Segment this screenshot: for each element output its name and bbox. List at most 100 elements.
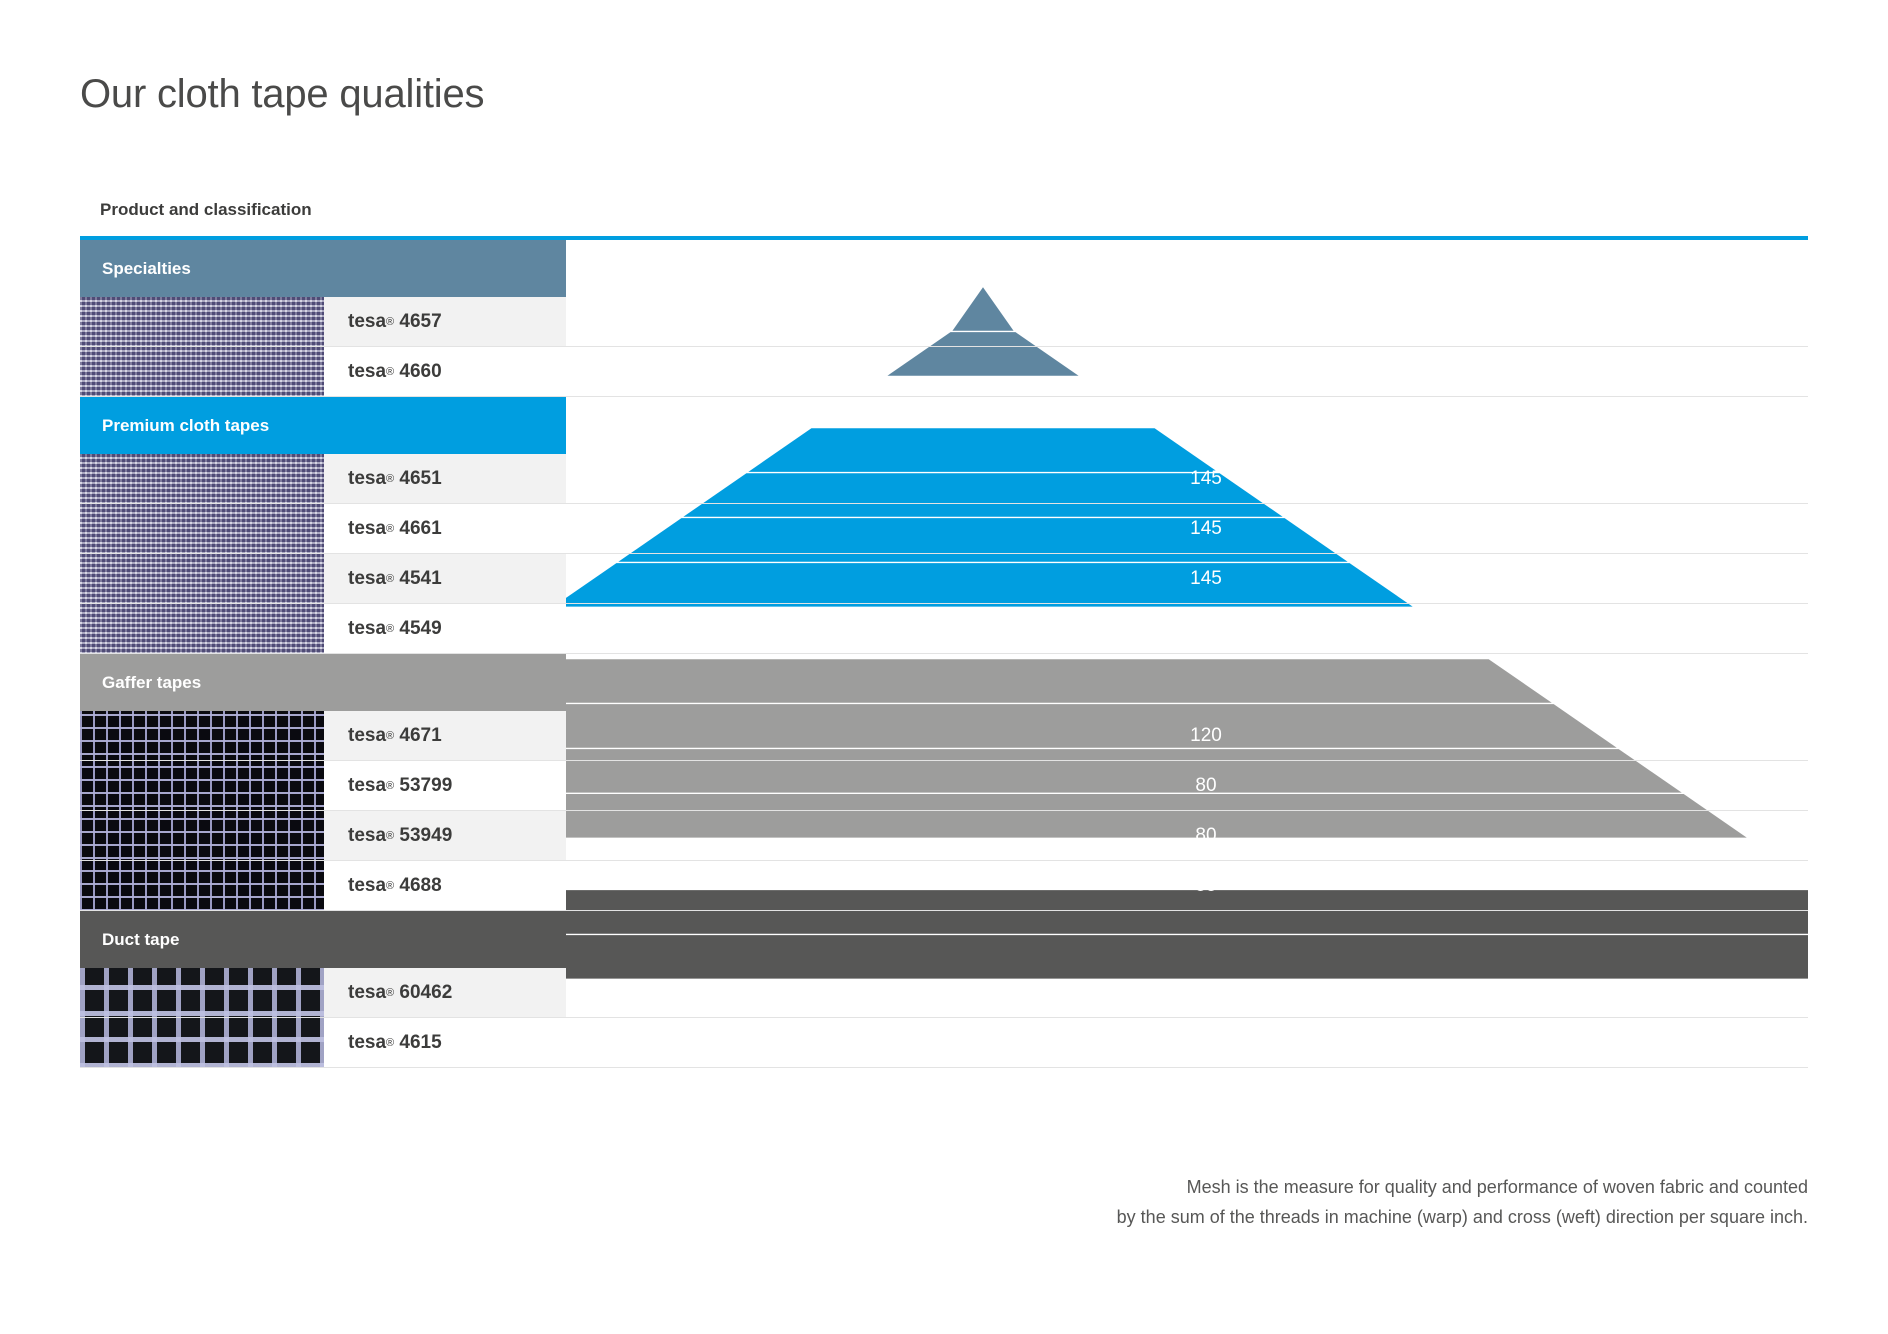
product-name-cell: tesa ® 4651	[324, 454, 566, 504]
swatch-cell-spacer	[80, 811, 324, 861]
table-row[interactable]: tesa ® 53799 80	[80, 761, 1808, 811]
mesh-bar-cell: 27	[566, 968, 1808, 1018]
fabric-texture-image	[80, 711, 324, 911]
table-row[interactable]: tesa ® 4671 120	[80, 711, 1808, 911]
mesh-value-label: 55	[1195, 875, 1217, 896]
section-header-row: Premium cloth tapes	[80, 397, 1808, 454]
product-brand: tesa	[348, 725, 387, 746]
product-brand: tesa	[348, 1032, 387, 1053]
product-code: 4660	[399, 361, 442, 382]
swatch-cell-spacer	[80, 604, 324, 654]
table-row[interactable]: tesa ® 53949 80	[80, 811, 1808, 861]
product-code: 60462	[399, 982, 453, 1003]
registered-trademark-icon: ®	[386, 573, 395, 585]
section-caption: Product and classification	[100, 200, 312, 219]
mesh-value-label: 145	[1190, 618, 1222, 639]
section-header-row: Specialties	[80, 240, 1808, 297]
table-row[interactable]: tesa ® 4651 145	[80, 454, 1808, 654]
product-classification-table: Specialties tesa ® 4657 145 tesa ® 4660 145 Pre…	[80, 236, 1808, 1068]
mesh-value-label: 120	[1190, 725, 1222, 746]
section-label-3: Duct tape	[80, 911, 566, 968]
swatch-cell-spacer	[80, 554, 324, 604]
registered-trademark-icon: ®	[386, 987, 395, 999]
mesh-bar-cell: 145	[566, 347, 1808, 397]
section-label-text: Specialties	[102, 258, 191, 278]
mesh-value-label: 145	[1190, 568, 1222, 589]
product-name-cell: tesa ® 4657	[324, 297, 566, 347]
registered-trademark-icon: ®	[386, 473, 395, 485]
product-name-cell: tesa ® 4661	[324, 504, 566, 554]
section-header-chart-gap	[566, 240, 1808, 297]
table-row[interactable]: tesa ® 4660 145	[80, 347, 1808, 397]
fabric-texture-image	[80, 454, 324, 654]
swatch-cell-spacer	[80, 347, 324, 397]
product-code: 53799	[399, 775, 453, 796]
fabric-texture-image	[80, 297, 324, 397]
section-header-row: Duct tape	[80, 911, 1808, 968]
section-label-text: Premium cloth tapes	[102, 415, 270, 435]
product-name-cell: tesa ® 4688	[324, 861, 566, 911]
section-label-2: Gaffer tapes	[80, 654, 566, 711]
table-row[interactable]: tesa ® 4541 145	[80, 554, 1808, 604]
section-label-text: Duct tape	[102, 929, 180, 949]
table-row[interactable]: tesa ® 60462 27	[80, 968, 1808, 1068]
mesh-value-label: 27	[1195, 1032, 1217, 1053]
mesh-bar-cell: 145	[566, 604, 1808, 654]
page-title: Our cloth tape qualities	[80, 72, 485, 116]
section-header-row: Gaffer tapes	[80, 654, 1808, 711]
mesh-bar-cell: 145	[566, 554, 1808, 604]
table-row[interactable]: tesa ® 4549 145	[80, 604, 1808, 654]
mesh-bar-cell: 80	[566, 761, 1808, 811]
registered-trademark-icon: ®	[386, 623, 395, 635]
swatch-cell-spacer	[80, 1018, 324, 1068]
registered-trademark-icon: ®	[386, 523, 395, 535]
footnote: Mesh is the measure for quality and perf…	[1008, 1172, 1808, 1232]
registered-trademark-icon: ®	[386, 830, 395, 842]
product-brand: tesa	[348, 618, 387, 639]
table-row[interactable]: tesa ® 4688 55	[80, 861, 1808, 911]
product-code: 4688	[399, 875, 442, 896]
mesh-value-label: 145	[1190, 311, 1222, 332]
registered-trademark-icon: ®	[386, 780, 395, 792]
swatch-cell	[80, 968, 324, 1068]
table-body: Specialties tesa ® 4657 145 tesa ® 4660 145 Pre…	[80, 240, 1808, 1068]
product-name-cell: tesa ® 60462	[324, 968, 566, 1018]
mesh-bar-cell: 55	[566, 861, 1808, 911]
section-header-chart-gap	[566, 654, 1808, 711]
product-code: 4615	[399, 1032, 442, 1053]
product-name-cell: tesa ® 4549	[324, 604, 566, 654]
table-row[interactable]: tesa ® 4661 145	[80, 504, 1808, 554]
footnote-line-2: by the sum of the threads in machine (wa…	[1116, 1207, 1808, 1227]
swatch-cell	[80, 297, 324, 397]
swatch-cell-spacer	[80, 761, 324, 811]
swatch-cell-spacer	[80, 861, 324, 911]
mesh-bar-cell: 145	[566, 504, 1808, 554]
product-code: 53949	[399, 825, 453, 846]
product-brand: tesa	[348, 361, 387, 382]
registered-trademark-icon: ®	[386, 366, 395, 378]
mesh-value-label: 80	[1195, 825, 1217, 846]
registered-trademark-icon: ®	[386, 730, 395, 742]
fabric-texture-image	[80, 968, 324, 1068]
mesh-bar-cell: 80	[566, 811, 1808, 861]
mesh-bar-cell: 145	[566, 454, 1808, 504]
mesh-value-label: 145	[1190, 468, 1222, 489]
product-brand: tesa	[348, 311, 387, 332]
product-brand: tesa	[348, 775, 387, 796]
table-row[interactable]: tesa ® 4615 27	[80, 1018, 1808, 1068]
product-code: 4657	[399, 311, 442, 332]
registered-trademark-icon: ®	[386, 1037, 395, 1049]
product-code: 4549	[399, 618, 442, 639]
mesh-bar-cell: 27	[566, 1018, 1808, 1068]
swatch-cell-spacer	[80, 504, 324, 554]
product-name-cell: tesa ® 4541	[324, 554, 566, 604]
product-code: 4661	[399, 518, 442, 539]
swatch-cell	[80, 454, 324, 654]
mesh-value-label: 27	[1195, 982, 1217, 1003]
product-code: 4651	[399, 468, 442, 489]
swatch-cell	[80, 711, 324, 911]
section-label-0: Specialties	[80, 240, 566, 297]
table-row[interactable]: tesa ® 4657 145	[80, 297, 1808, 397]
product-brand: tesa	[348, 825, 387, 846]
